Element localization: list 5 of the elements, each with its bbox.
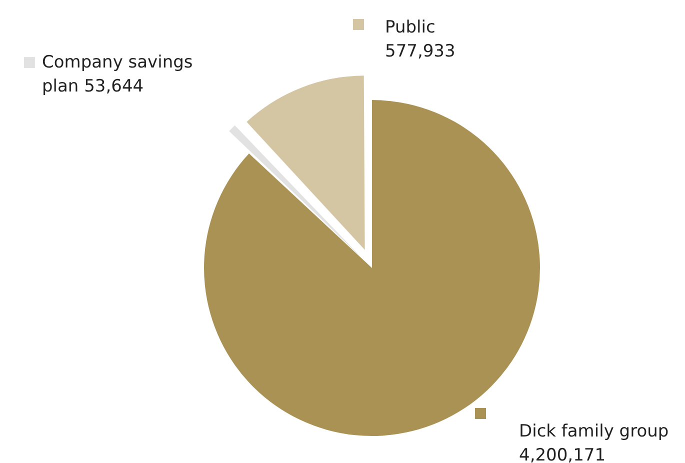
legend-label: Company savings plan 53,644 bbox=[42, 52, 193, 96]
data-label: 4,200,171 bbox=[519, 445, 606, 463]
slice-label: Dick family group bbox=[519, 421, 669, 442]
legend-label: Public bbox=[385, 17, 436, 38]
data-label: 577,933 bbox=[385, 41, 456, 62]
